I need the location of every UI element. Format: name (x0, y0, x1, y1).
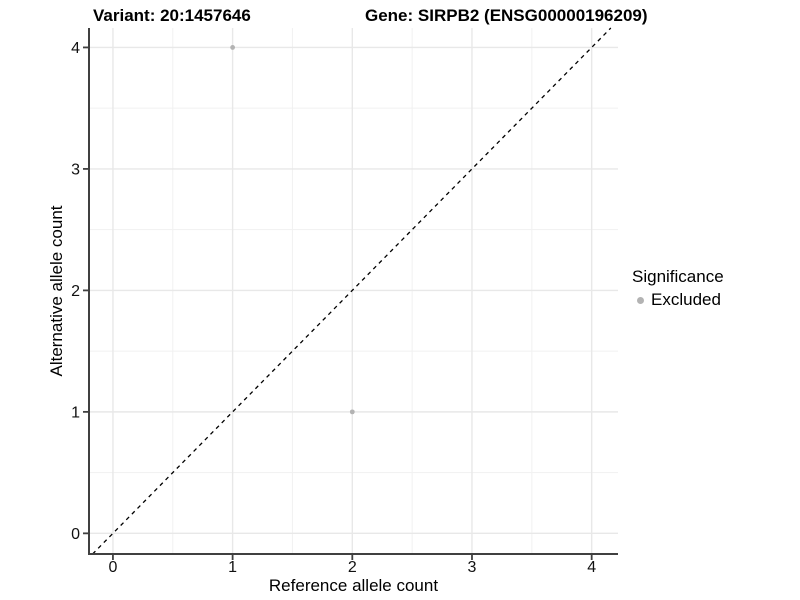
x-tick-label: 2 (348, 559, 357, 576)
legend-title: Significance (632, 267, 724, 286)
plot-title-gene: Gene: SIRPB2 (ENSG00000196209) (365, 6, 648, 25)
data-point (230, 45, 236, 50)
plot-title-variant: Variant: 20:1457646 (93, 6, 251, 25)
legend-item-label: Excluded (651, 290, 721, 309)
x-tick-label: 0 (108, 559, 117, 576)
x-tick-label: 4 (587, 559, 596, 576)
y-tick-label: 2 (71, 283, 80, 300)
excluded-point-swatch-icon (637, 296, 644, 304)
y-tick-label: 0 (71, 526, 80, 543)
legend: Significance Excluded (632, 267, 724, 310)
y-axis-label: Alternative allele count (47, 205, 66, 377)
y-tick-label: 4 (71, 40, 80, 57)
x-tick-label: 1 (228, 559, 237, 576)
identity-line (92, 27, 612, 555)
data-point (349, 409, 355, 415)
x-axis-label: Reference allele count (268, 576, 439, 595)
y-tick-label: 3 (71, 161, 80, 178)
x-tick-label: 3 (468, 559, 477, 576)
legend-item-excluded: Excluded (632, 290, 724, 310)
y-tick-label: 1 (71, 404, 80, 421)
